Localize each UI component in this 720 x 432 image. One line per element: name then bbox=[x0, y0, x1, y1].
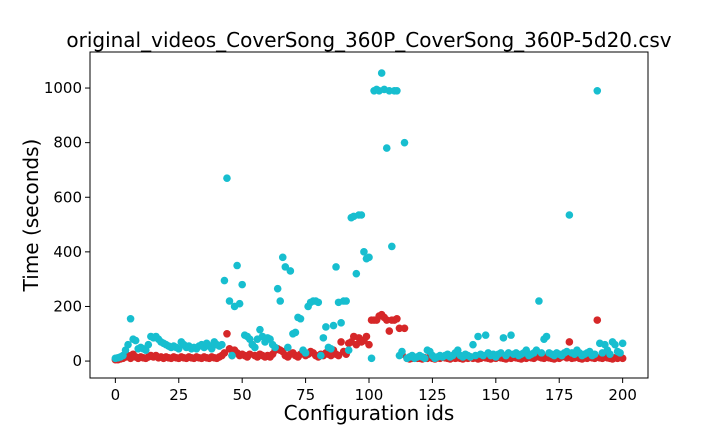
data-point bbox=[228, 351, 236, 360]
data-point bbox=[535, 297, 543, 305]
y-tick-label: 0 bbox=[72, 352, 82, 370]
data-point bbox=[233, 261, 241, 270]
data-point bbox=[220, 276, 229, 285]
data-point bbox=[377, 69, 386, 77]
data-point bbox=[611, 340, 619, 349]
data-point bbox=[291, 328, 300, 337]
data-point bbox=[207, 344, 216, 353]
data-point bbox=[225, 297, 234, 305]
data-point bbox=[474, 332, 482, 341]
data-point bbox=[220, 349, 229, 357]
x-tick-label: 25 bbox=[169, 386, 188, 404]
data-point bbox=[301, 349, 310, 357]
y-tick-label: 800 bbox=[53, 134, 82, 152]
data-point bbox=[393, 86, 401, 95]
data-point bbox=[126, 314, 135, 323]
data-point bbox=[618, 339, 627, 348]
data-point bbox=[281, 263, 290, 271]
data-point bbox=[174, 344, 183, 353]
y-tick-label: 200 bbox=[53, 297, 82, 315]
data-point bbox=[327, 344, 335, 353]
data-point bbox=[388, 242, 396, 251]
data-point bbox=[317, 351, 325, 360]
data-point bbox=[314, 298, 323, 307]
data-point bbox=[218, 340, 226, 349]
y-tick-label: 1000 bbox=[44, 79, 82, 97]
data-point bbox=[344, 346, 353, 354]
data-point bbox=[286, 267, 295, 275]
data-point bbox=[367, 354, 376, 363]
data-point bbox=[382, 144, 391, 152]
data-point bbox=[606, 350, 614, 359]
data-point bbox=[271, 343, 279, 352]
data-point bbox=[251, 343, 259, 352]
data-point bbox=[352, 269, 361, 278]
data-point bbox=[398, 347, 406, 356]
data-point bbox=[616, 349, 624, 357]
data-point bbox=[499, 334, 508, 342]
x-axis-label: Configuration ids bbox=[284, 401, 455, 425]
data-point bbox=[131, 336, 140, 345]
x-tick-label: 200 bbox=[608, 386, 637, 404]
data-point bbox=[362, 332, 371, 341]
data-point bbox=[329, 321, 338, 330]
data-point bbox=[223, 174, 231, 182]
data-point bbox=[385, 327, 394, 335]
data-point bbox=[319, 334, 328, 342]
data-point bbox=[593, 316, 602, 324]
data-point bbox=[124, 340, 132, 349]
data-point bbox=[273, 284, 282, 293]
data-point bbox=[276, 297, 285, 305]
y-tick-label: 400 bbox=[53, 243, 82, 261]
data-point bbox=[360, 248, 368, 256]
data-point bbox=[590, 350, 599, 359]
data-point bbox=[144, 340, 153, 349]
data-point bbox=[296, 314, 305, 323]
data-point bbox=[537, 349, 546, 357]
data-point bbox=[565, 338, 574, 346]
data-point bbox=[481, 331, 490, 339]
plot-area bbox=[111, 69, 627, 364]
chart-title: original_videos_CoverSong_360P_CoverSong… bbox=[66, 28, 671, 52]
data-point bbox=[507, 331, 515, 339]
y-axis-label: Time (seconds) bbox=[19, 139, 43, 293]
data-point bbox=[238, 280, 246, 289]
data-point bbox=[469, 340, 477, 349]
x-tick-label: 175 bbox=[545, 386, 574, 404]
data-point bbox=[332, 263, 340, 271]
data-point bbox=[400, 138, 409, 147]
x-tick-label: 125 bbox=[418, 386, 447, 404]
data-point bbox=[278, 253, 287, 262]
data-point bbox=[235, 299, 244, 308]
data-point bbox=[421, 354, 429, 363]
data-point bbox=[284, 343, 292, 352]
x-tick-label: 100 bbox=[355, 386, 384, 404]
x-tick-label: 0 bbox=[111, 386, 121, 404]
data-point bbox=[322, 323, 330, 331]
data-point bbox=[342, 297, 350, 305]
data-point bbox=[542, 332, 551, 341]
x-tick-label: 150 bbox=[481, 386, 510, 404]
data-point bbox=[337, 319, 345, 327]
data-point bbox=[334, 351, 343, 360]
data-point bbox=[256, 325, 264, 334]
x-tick-label: 75 bbox=[296, 386, 315, 404]
y-tick-label: 600 bbox=[53, 188, 82, 206]
data-point bbox=[357, 211, 366, 219]
data-point bbox=[365, 340, 373, 349]
data-point bbox=[337, 338, 345, 346]
data-point bbox=[223, 329, 231, 338]
data-point bbox=[365, 253, 373, 262]
data-point bbox=[400, 324, 409, 333]
data-point bbox=[565, 211, 574, 219]
x-tick-label: 50 bbox=[233, 386, 252, 404]
data-point bbox=[393, 314, 401, 323]
data-point bbox=[593, 86, 602, 95]
